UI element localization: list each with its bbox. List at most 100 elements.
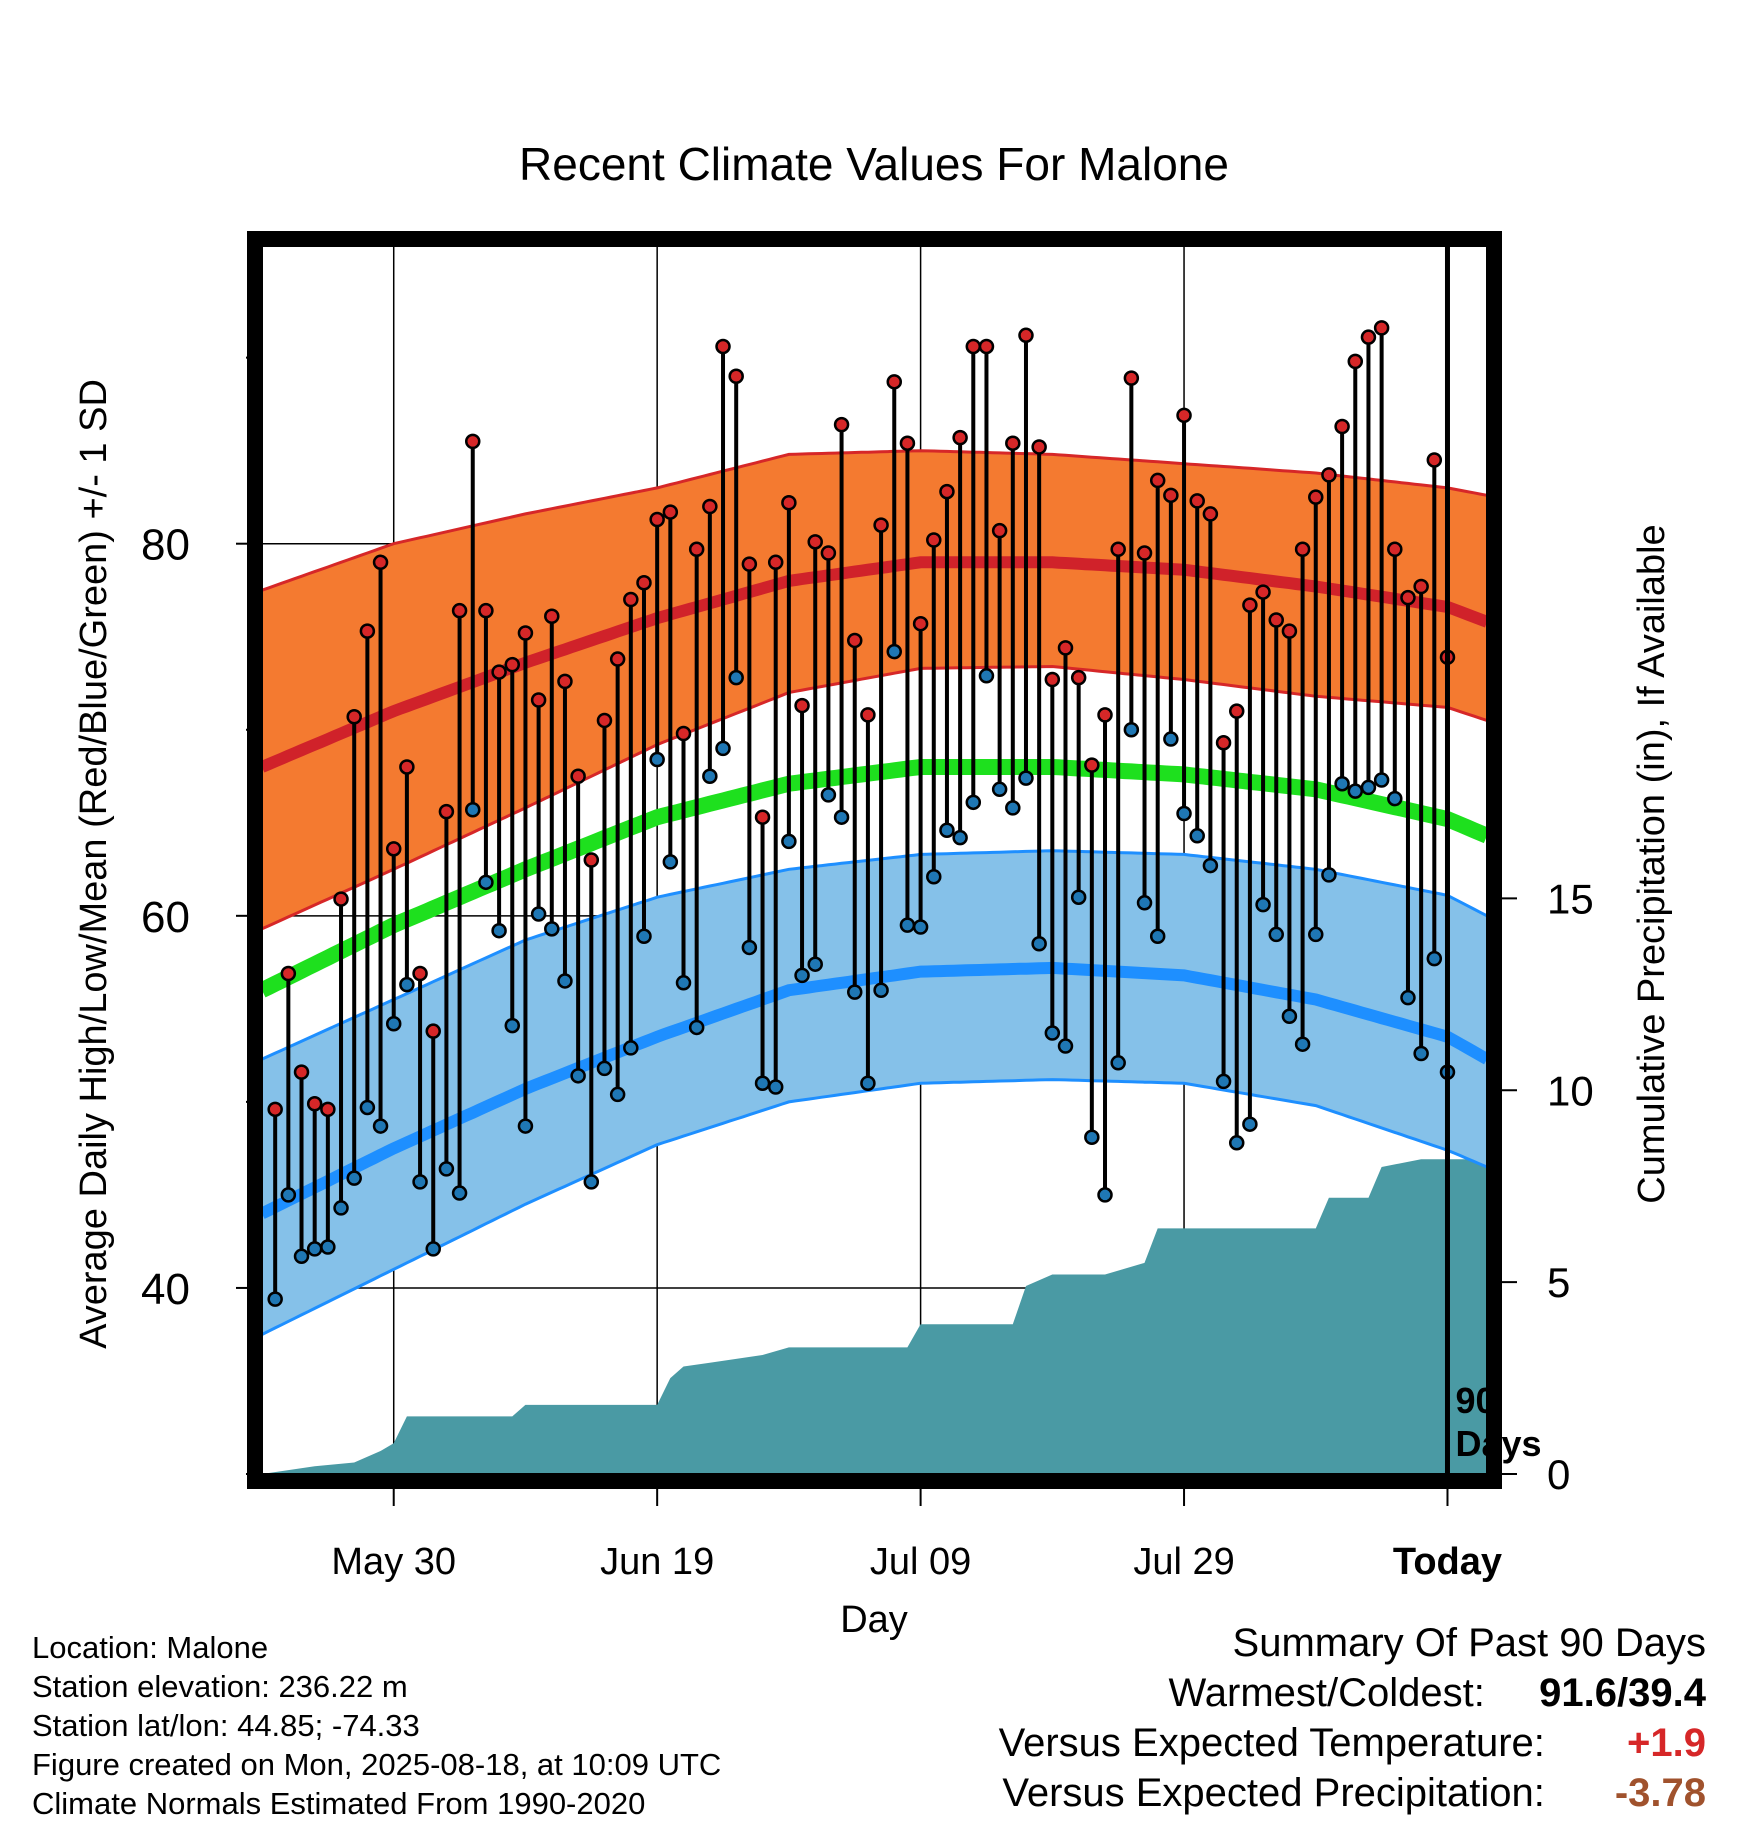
daily-low-point — [1084, 1129, 1100, 1145]
daily-low-point — [1242, 1116, 1258, 1132]
daily-low-point — [649, 751, 665, 768]
daily-high-point — [320, 1101, 336, 1118]
daily-high-point — [438, 803, 455, 820]
daily-high-point — [688, 541, 705, 558]
daily-high-point — [978, 338, 995, 355]
daily-high-point — [1149, 472, 1166, 489]
daily-high-point — [557, 673, 573, 690]
daily-high-point — [412, 965, 428, 982]
daily-high-point — [504, 656, 521, 673]
daily-high-point — [1097, 707, 1113, 723]
daily-low-point — [1334, 775, 1350, 792]
daily-low-point — [1308, 926, 1324, 943]
precipitation-area — [262, 1159, 1487, 1474]
daily-low-point — [754, 1075, 771, 1092]
daily-low-point — [860, 1075, 876, 1092]
daily-high-point — [636, 575, 652, 591]
daily-high-point — [1373, 320, 1390, 336]
daily-low-point — [912, 919, 929, 935]
daily-high-point — [1242, 597, 1258, 613]
daily-high-point — [1018, 327, 1034, 344]
daily-low-point — [372, 1118, 389, 1134]
daily-high-point — [1426, 452, 1443, 468]
warm-cold-value: 91.6/39.4 — [1539, 1671, 1706, 1715]
daily-low-point — [306, 1241, 323, 1257]
low-upper-line — [261, 849, 1488, 1061]
daily-high-point — [886, 374, 903, 390]
daily-low-point — [728, 669, 744, 686]
daily-high-point — [741, 556, 758, 572]
daily-low-point — [583, 1174, 600, 1190]
daily-low-point — [662, 854, 679, 870]
daily-high-point — [1321, 467, 1337, 483]
daily-high-point — [965, 338, 982, 355]
daily-high-point — [399, 759, 415, 775]
daily-high-point — [991, 522, 1008, 539]
daily-high-point — [1281, 623, 1298, 639]
daily-high-point — [385, 841, 402, 857]
daily-low-point — [899, 917, 916, 933]
daily-low-point — [1005, 800, 1021, 816]
daily-low-point — [1360, 779, 1377, 796]
daily-low-point — [978, 668, 995, 684]
daily-low-point — [846, 984, 863, 1000]
y2-axis-label: Cumulative Precipitation (in), If Availa… — [1631, 524, 1673, 1203]
daily-high-point — [1400, 589, 1416, 606]
daily-high-point — [425, 1023, 441, 1039]
daily-high-point — [491, 664, 507, 680]
daily-low-point — [596, 1060, 613, 1077]
daily-high-point — [583, 852, 600, 868]
daily-high-point — [728, 368, 744, 384]
daily-low-point — [820, 787, 837, 803]
elevation-text: Station elevation: 236.22 m — [32, 1669, 408, 1704]
daily-low-point — [1281, 1008, 1298, 1025]
daily-low-point — [939, 822, 955, 838]
y2-tick-label-5: 5 — [1547, 1259, 1570, 1306]
daily-low-point — [293, 1248, 310, 1265]
x-tick-label-3: Jul 29 — [1133, 1541, 1234, 1583]
daily-low-point — [833, 809, 850, 825]
y2-tick-label-10: 10 — [1547, 1067, 1594, 1114]
daily-low-point — [1149, 928, 1166, 945]
daily-high-point — [293, 1064, 310, 1080]
daily-high-point — [1360, 329, 1377, 345]
daily-low-point — [1426, 950, 1443, 967]
daily-high-point — [1044, 671, 1061, 688]
high-lower-line — [261, 664, 1488, 931]
daily-low-point — [1136, 895, 1153, 911]
plot-frame — [247, 231, 1502, 1489]
daily-low-point — [1189, 828, 1205, 844]
daily-high-point — [478, 602, 494, 619]
location-text: Location: Malone — [32, 1630, 269, 1665]
daily-low-point — [1018, 770, 1034, 786]
daily-low-point — [1268, 926, 1284, 943]
y-tick-label-40: 40 — [141, 1265, 190, 1314]
daily-high-point — [1176, 407, 1192, 424]
daily-low-point — [333, 1200, 349, 1216]
daily-low-point — [1387, 790, 1403, 807]
y-tick-label-80: 80 — [141, 521, 190, 570]
precip-label: Versus Expected Precipitation: — [1002, 1771, 1545, 1815]
daily-high-point — [609, 651, 626, 667]
daily-low-point — [1202, 857, 1219, 874]
daily-low-point — [688, 1019, 705, 1036]
daily-high-point — [544, 608, 560, 625]
daily-high-point — [794, 697, 810, 714]
daily-low-point — [991, 781, 1008, 798]
summary-warm-cold: Warmest/Coldest: 91.6/39.4 — [999, 1668, 1707, 1718]
daily-high-point — [1294, 541, 1311, 558]
daily-low-point — [385, 1015, 402, 1032]
daily-high-point — [267, 1101, 283, 1118]
daily-low-point — [623, 1040, 639, 1056]
y2-tick-label-0: 0 — [1547, 1451, 1570, 1498]
daily-high-point — [1070, 669, 1087, 686]
daily-low-point — [1255, 896, 1271, 913]
daily-low-point — [741, 939, 758, 956]
daily-low-point — [557, 973, 573, 989]
daily-high-point — [649, 511, 665, 528]
daily-high-point — [926, 532, 942, 548]
daily-low-point — [346, 1170, 362, 1186]
station-info: Location: Malone Station elevation: 236.… — [32, 1628, 721, 1823]
daily-low-point — [1057, 1038, 1074, 1054]
daily-high-point — [1189, 493, 1205, 509]
